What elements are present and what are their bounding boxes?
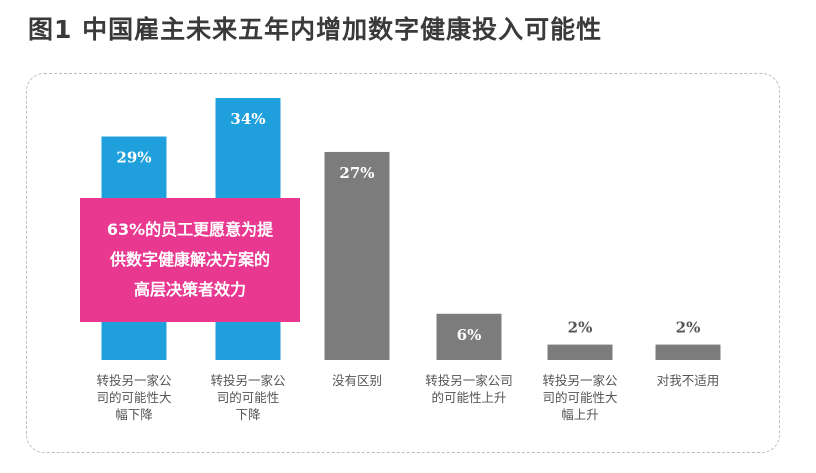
bar-3 xyxy=(436,313,502,360)
category-label-0-0: 转投另一家公 xyxy=(96,373,172,388)
category-label-4-0: 转投另一家公 xyxy=(542,373,618,388)
value-label-1: 34% xyxy=(230,110,265,128)
callout-line-3: 高层决策者效力 xyxy=(133,280,246,299)
chart-panel xyxy=(26,73,780,453)
value-label-0: 29% xyxy=(116,149,151,167)
figure-title: 图1 中国雇主未来五年内增加数字健康投入可能性 xyxy=(28,15,603,44)
value-label-3: 6% xyxy=(457,326,482,344)
category-label-1-1: 司的可能性 xyxy=(217,390,280,405)
callout-box: 63%的员工更愿意为提 供数字健康解决方案的 高层决策者效力 xyxy=(80,198,300,322)
callout-line-1: 63%的员工更愿意为提 xyxy=(106,220,274,239)
category-label-4-2: 幅上升 xyxy=(561,407,599,422)
category-label-2-0: 没有区别 xyxy=(332,373,382,388)
category-label-1-2: 下降 xyxy=(235,407,261,422)
callout-line-2: 供数字健康解决方案的 xyxy=(109,250,270,269)
bar-4 xyxy=(547,344,613,360)
value-label-2: 27% xyxy=(339,164,374,182)
category-label-0-2: 幅下降 xyxy=(115,407,153,422)
category-label-3-1: 的可能性上升 xyxy=(431,390,506,405)
category-label-0-1: 司的可能性大 xyxy=(96,390,171,405)
category-label-3-0: 转投另一家公司 xyxy=(425,373,513,388)
value-label-5: 2% xyxy=(676,319,701,337)
category-label-5-0: 对我不适用 xyxy=(657,373,720,388)
category-label-4-1: 司的可能性大 xyxy=(542,390,617,405)
bar-5 xyxy=(655,344,721,360)
bar-2 xyxy=(324,151,390,360)
category-label-1-0: 转投另一家公 xyxy=(210,373,286,388)
value-label-4: 2% xyxy=(568,319,593,337)
